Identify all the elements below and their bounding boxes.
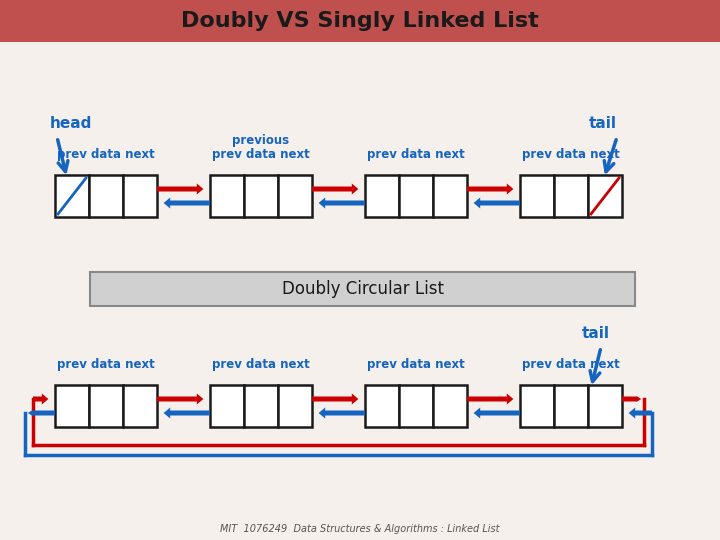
- Bar: [554, 385, 588, 427]
- FancyArrow shape: [629, 408, 652, 418]
- Text: tail: tail: [582, 326, 610, 341]
- Bar: [90, 272, 635, 306]
- Bar: [588, 385, 622, 427]
- FancyArrow shape: [474, 408, 520, 418]
- Bar: [588, 175, 622, 217]
- Bar: [89, 385, 123, 427]
- FancyArrow shape: [319, 408, 365, 418]
- Text: prev data next: prev data next: [367, 148, 465, 161]
- Text: previous: previous: [233, 134, 289, 147]
- FancyArrow shape: [33, 394, 48, 404]
- Text: prev data next: prev data next: [57, 358, 155, 371]
- Bar: [278, 385, 312, 427]
- Text: MIT  1076249  Data Structures & Algorithms : Linked List: MIT 1076249 Data Structures & Algorithms…: [220, 524, 500, 534]
- Bar: [520, 175, 554, 217]
- FancyArrow shape: [312, 394, 359, 404]
- FancyArrow shape: [163, 408, 210, 418]
- Text: Doubly VS Singly Linked List: Doubly VS Singly Linked List: [181, 11, 539, 31]
- Bar: [210, 175, 244, 217]
- Bar: [520, 385, 554, 427]
- Bar: [399, 385, 433, 427]
- Bar: [210, 385, 244, 427]
- Text: prev data next: prev data next: [522, 358, 620, 371]
- Text: prev data next: prev data next: [212, 148, 310, 161]
- FancyArrow shape: [157, 394, 204, 404]
- Bar: [365, 175, 399, 217]
- Bar: [433, 385, 467, 427]
- Bar: [278, 175, 312, 217]
- Bar: [0, 0, 720, 42]
- Bar: [89, 175, 123, 217]
- Bar: [365, 385, 399, 427]
- FancyArrow shape: [467, 184, 513, 194]
- Bar: [123, 175, 157, 217]
- Text: prev data next: prev data next: [367, 358, 465, 371]
- Text: Doubly Circular List: Doubly Circular List: [282, 280, 444, 298]
- FancyArrow shape: [312, 184, 359, 194]
- Bar: [554, 175, 588, 217]
- Bar: [244, 175, 278, 217]
- Text: head: head: [50, 116, 92, 131]
- Text: prev data next: prev data next: [212, 358, 310, 371]
- FancyArrow shape: [157, 184, 204, 194]
- Bar: [55, 175, 89, 217]
- FancyArrow shape: [467, 394, 513, 404]
- FancyArrow shape: [28, 410, 55, 416]
- FancyArrow shape: [163, 198, 210, 208]
- FancyArrow shape: [319, 198, 365, 208]
- Bar: [433, 175, 467, 217]
- Text: prev data next: prev data next: [57, 148, 155, 161]
- Bar: [244, 385, 278, 427]
- Bar: [55, 385, 89, 427]
- Bar: [399, 175, 433, 217]
- FancyArrow shape: [474, 198, 520, 208]
- Bar: [123, 385, 157, 427]
- Text: prev data next: prev data next: [522, 148, 620, 161]
- Text: tail: tail: [589, 116, 617, 131]
- FancyArrow shape: [622, 396, 642, 402]
